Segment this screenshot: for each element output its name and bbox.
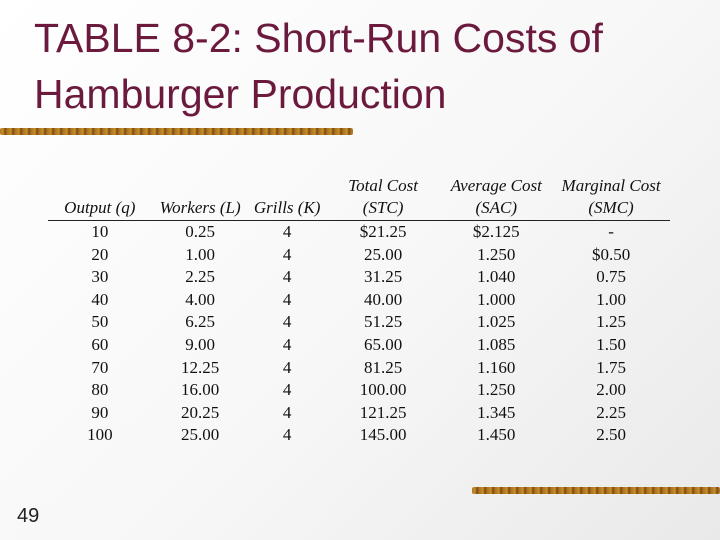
cell-average-cost: 1.000 bbox=[477, 289, 516, 309]
table-header-row: Output (q) Workers (L) Grills (K) Total … bbox=[48, 175, 670, 221]
cell-marginal-cost: 2.00 bbox=[596, 380, 626, 400]
table-row: 20 1.00 4 25.00 1.250 $0.50 bbox=[48, 244, 670, 267]
cell-workers: 25.00 bbox=[180, 425, 220, 445]
cell-marginal-cost: 0.75 bbox=[596, 267, 626, 287]
cell-marginal-cost: $0.50 bbox=[591, 244, 631, 264]
cell-total-cost: 100.00 bbox=[359, 380, 407, 400]
table-row: 40 4.00 4 40.00 1.000 1.00 bbox=[48, 289, 670, 312]
cell-grills: 4 bbox=[282, 222, 292, 241]
decorative-rule-bottom bbox=[472, 487, 720, 494]
cell-grills: 4 bbox=[282, 267, 292, 287]
cell-workers: 12.25 bbox=[180, 357, 220, 377]
cell-total-cost: 40.00 bbox=[363, 289, 403, 309]
cell-workers: 16.00 bbox=[180, 380, 220, 400]
cell-output: 70 bbox=[91, 357, 109, 377]
cell-average-cost: 1.040 bbox=[477, 267, 516, 287]
table-body: 10 0.25 4 $21.25 $2.125 - 20 1.00 4 25.00 1.250 $0.… bbox=[48, 221, 670, 447]
decorative-rule-top bbox=[0, 128, 353, 135]
cell-grills: 4 bbox=[282, 334, 292, 354]
cell-total-cost: $21.25 bbox=[359, 222, 407, 241]
cell-output: 10 bbox=[91, 222, 109, 241]
cell-output: 40 bbox=[91, 289, 109, 309]
cell-marginal-cost: 2.25 bbox=[596, 402, 626, 422]
table-row: 50 6.25 4 51.25 1.025 1.25 bbox=[48, 311, 670, 334]
cell-output: 30 bbox=[91, 267, 109, 287]
header-total-cost: Total Cost (STC) bbox=[325, 175, 441, 221]
cell-marginal-cost: 2.50 bbox=[596, 425, 626, 445]
cell-average-cost: 1.250 bbox=[477, 380, 516, 400]
cell-total-cost: 31.25 bbox=[363, 267, 403, 287]
cell-output: 80 bbox=[91, 380, 109, 400]
header-grills: Grills (K) bbox=[248, 175, 326, 221]
table-row: 10 0.25 4 $21.25 $2.125 - bbox=[48, 221, 670, 244]
cell-average-cost: 1.250 bbox=[477, 244, 516, 264]
cell-grills: 4 bbox=[282, 244, 292, 264]
cell-average-cost: 1.345 bbox=[477, 402, 516, 422]
cell-output: 100 bbox=[87, 425, 113, 445]
cell-marginal-cost: 1.25 bbox=[596, 312, 626, 332]
table-row: 30 2.25 4 31.25 1.040 0.75 bbox=[48, 266, 670, 289]
cell-grills: 4 bbox=[282, 380, 292, 400]
cell-workers: 2.25 bbox=[185, 267, 215, 287]
table-row: 60 9.00 4 65.00 1.085 1.50 bbox=[48, 334, 670, 357]
cell-marginal-cost: 1.75 bbox=[596, 357, 626, 377]
cell-average-cost: 1.160 bbox=[477, 357, 516, 377]
cell-average-cost: 1.450 bbox=[477, 425, 516, 445]
table-row: 90 20.25 4 121.25 1.345 2.25 bbox=[48, 402, 670, 425]
cell-total-cost: 121.25 bbox=[359, 402, 407, 422]
cell-marginal-cost: - bbox=[608, 222, 614, 241]
cell-grills: 4 bbox=[282, 289, 292, 309]
cell-grills: 4 bbox=[282, 312, 292, 332]
cell-total-cost: 81.25 bbox=[363, 357, 403, 377]
cell-output: 20 bbox=[91, 244, 109, 264]
header-workers: Workers (L) bbox=[151, 175, 249, 221]
cost-table: Output (q) Workers (L) Grills (K) Total … bbox=[48, 175, 670, 447]
cell-workers: 1.00 bbox=[185, 244, 215, 264]
header-output: Output (q) bbox=[48, 175, 152, 221]
cell-total-cost: 145.00 bbox=[359, 425, 407, 445]
cell-total-cost: 25.00 bbox=[363, 244, 403, 264]
cell-total-cost: 65.00 bbox=[363, 334, 403, 354]
cell-workers: 20.25 bbox=[180, 402, 220, 422]
cell-average-cost: $2.125 bbox=[472, 222, 520, 241]
cell-marginal-cost: 1.50 bbox=[596, 334, 626, 354]
cell-grills: 4 bbox=[282, 402, 292, 422]
cell-grills: 4 bbox=[282, 425, 292, 445]
cell-average-cost: 1.025 bbox=[477, 312, 516, 332]
header-average-cost: Average Cost (SAC) bbox=[440, 175, 553, 221]
table-row: 100 25.00 4 145.00 1.450 2.50 bbox=[48, 424, 670, 447]
cell-output: 60 bbox=[91, 334, 109, 354]
cell-workers: 4.00 bbox=[185, 289, 215, 309]
table-row: 70 12.25 4 81.25 1.160 1.75 bbox=[48, 357, 670, 380]
cell-workers: 9.00 bbox=[185, 334, 215, 354]
cell-output: 50 bbox=[91, 312, 109, 332]
page-number: 49 bbox=[17, 505, 40, 527]
slide-title: TABLE 8-2: Short-Run Costs of Hamburger … bbox=[34, 15, 603, 117]
table-row: 80 16.00 4 100.00 1.250 2.00 bbox=[48, 379, 670, 402]
cell-workers: 6.25 bbox=[185, 312, 215, 332]
cell-marginal-cost: 1.00 bbox=[596, 289, 626, 309]
cell-total-cost: 51.25 bbox=[363, 312, 403, 332]
cell-average-cost: 1.085 bbox=[477, 334, 516, 354]
cell-output: 90 bbox=[91, 402, 109, 422]
cell-workers: 0.25 bbox=[185, 222, 215, 241]
cell-grills: 4 bbox=[282, 357, 292, 377]
header-marginal-cost: Marginal Cost (SMC) bbox=[552, 175, 670, 221]
